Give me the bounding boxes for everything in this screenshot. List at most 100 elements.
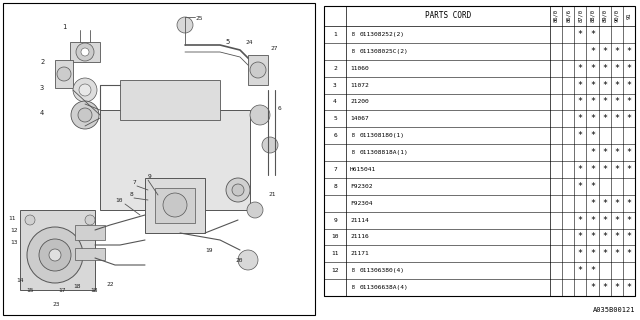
Text: B: B [351,268,355,273]
Text: 7: 7 [133,180,137,186]
Circle shape [328,79,341,92]
Text: 7: 7 [333,167,337,172]
Text: 27: 27 [270,45,278,51]
Text: A035B00121: A035B00121 [593,307,635,313]
Circle shape [328,163,341,176]
Circle shape [328,62,341,75]
Text: *: * [590,81,595,90]
Text: 1: 1 [333,32,337,37]
Text: *: * [627,148,632,157]
Text: *: * [627,232,632,241]
Bar [248,55,268,85]
Text: 21200: 21200 [350,100,369,104]
Text: 86/0: 86/0 [554,10,559,22]
Text: 011306380(4): 011306380(4) [359,268,404,273]
Circle shape [328,96,341,108]
Text: *: * [627,47,632,56]
Text: B: B [351,285,355,290]
Text: *: * [578,81,583,90]
Text: 3: 3 [40,85,44,91]
Text: *: * [590,114,595,123]
Text: B: B [351,32,355,37]
Text: *: * [602,199,607,208]
Text: *: * [627,165,632,174]
Text: *: * [614,81,620,90]
Text: *: * [627,249,632,258]
Text: 6: 6 [278,106,282,110]
Text: 1: 1 [62,24,67,30]
Text: 18: 18 [73,284,81,290]
Text: 4: 4 [333,100,337,104]
Circle shape [348,148,358,158]
Text: *: * [602,165,607,174]
Text: 22: 22 [106,283,113,287]
Text: *: * [590,283,595,292]
Text: 011306638A(4): 011306638A(4) [359,285,408,290]
Circle shape [328,230,341,243]
Text: 89/0: 89/0 [602,10,607,22]
Text: *: * [578,216,583,225]
Text: *: * [627,114,632,123]
Text: 14067: 14067 [350,116,369,121]
Text: *: * [602,148,607,157]
Circle shape [238,250,258,270]
Text: *: * [614,232,620,241]
Text: *: * [590,97,595,107]
Text: 21116: 21116 [350,235,369,239]
Text: B: B [351,150,355,155]
Text: *: * [627,199,632,208]
Bar [75,248,105,260]
Text: H615041: H615041 [350,167,376,172]
Text: 86/6: 86/6 [566,10,571,22]
Circle shape [262,137,278,153]
Text: *: * [590,182,595,191]
Text: 91: 91 [627,13,632,19]
Text: *: * [602,47,607,56]
Circle shape [39,239,71,271]
Circle shape [163,193,187,217]
Text: PARTS CORD: PARTS CORD [425,12,471,20]
Text: 9: 9 [148,173,152,179]
Text: 20: 20 [235,258,243,262]
Text: 8: 8 [130,193,134,197]
Circle shape [328,112,341,125]
Circle shape [232,184,244,196]
Circle shape [226,178,250,202]
Text: *: * [614,148,620,157]
Text: *: * [627,97,632,107]
Text: 21114: 21114 [350,218,369,223]
Text: *: * [578,64,583,73]
Bar [155,188,195,223]
Circle shape [49,249,61,261]
Text: 2: 2 [40,59,44,65]
Text: *: * [602,249,607,258]
Text: 15: 15 [26,287,33,292]
Text: *: * [614,47,620,56]
Text: *: * [602,81,607,90]
Text: *: * [627,64,632,73]
Bar [120,80,220,120]
Text: 18: 18 [90,287,97,292]
Circle shape [85,215,95,225]
Text: *: * [627,216,632,225]
Text: *: * [578,165,583,174]
Circle shape [247,202,263,218]
Text: 4: 4 [40,110,44,116]
Circle shape [71,101,99,129]
Circle shape [328,28,341,41]
Text: 14: 14 [16,277,24,283]
Text: *: * [578,232,583,241]
Text: 6: 6 [333,133,337,138]
Text: *: * [578,114,583,123]
Text: 011308180(1): 011308180(1) [359,133,404,138]
Text: *: * [578,97,583,107]
Circle shape [27,227,83,283]
Circle shape [328,264,341,277]
Circle shape [177,17,193,33]
Circle shape [348,29,358,39]
Text: 24: 24 [245,41,253,45]
Bar [75,225,105,240]
Text: *: * [602,232,607,241]
Text: 10: 10 [332,235,339,239]
Circle shape [328,214,341,227]
